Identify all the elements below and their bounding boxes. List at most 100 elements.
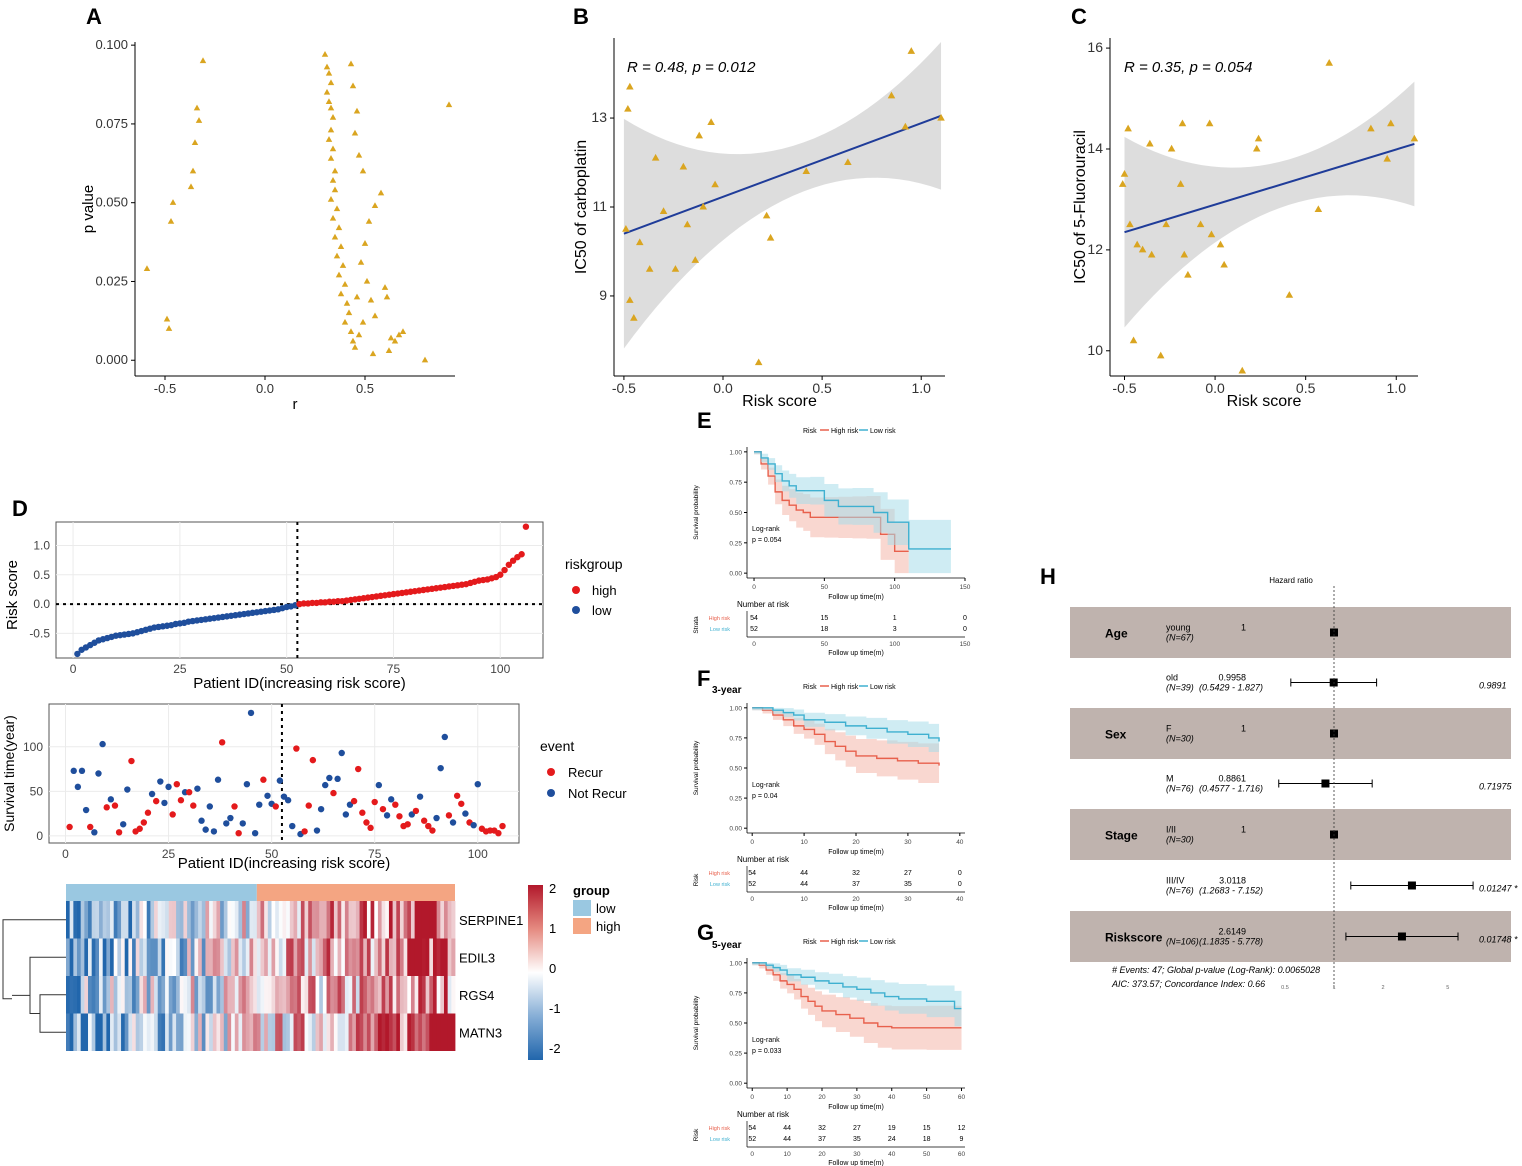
risk-table-count: 12 — [958, 1125, 966, 1132]
heatmap-cell — [165, 1013, 170, 1051]
data-point — [683, 220, 692, 228]
data-point — [907, 47, 916, 54]
heatmap-cell — [201, 1013, 206, 1051]
heatmap-cell — [223, 901, 228, 939]
heatmap-cell — [234, 1013, 239, 1051]
data-point — [143, 265, 151, 272]
heatmap-cell — [293, 1013, 298, 1051]
heatmap-cell — [337, 1013, 342, 1051]
heatmap-cell — [220, 1013, 225, 1051]
heatmap-cell — [344, 938, 349, 976]
heatmap-cell — [110, 938, 115, 976]
risk-table-tick-label: 150 — [960, 641, 971, 648]
heatmap-cell — [172, 1013, 177, 1051]
data-point — [313, 827, 321, 834]
y-tick-label: 0.00 — [729, 826, 742, 833]
y-tick-label: 0.50 — [729, 766, 742, 773]
heatmap-cell — [352, 976, 357, 1014]
data-point — [345, 309, 353, 316]
panel-d-riskscore: 0 25 50 75 100 -0.5 0.0 0.5 1.0 Patient ID(increa… — [4, 521, 623, 692]
heatmap-cell — [315, 976, 320, 1014]
heatmap-cell — [73, 938, 78, 976]
data-point — [293, 745, 300, 752]
data-point — [337, 290, 345, 297]
heatmap-cell — [355, 1013, 360, 1051]
heatmap-cell — [289, 976, 294, 1014]
data-point — [404, 821, 411, 828]
y-tick-label: 0.00 — [729, 1081, 742, 1088]
data-point — [357, 258, 365, 265]
heatmap-cell — [308, 1013, 313, 1051]
heatmap-cell — [300, 1013, 305, 1051]
heatmap-cell — [377, 938, 383, 976]
forest-level: III/IV — [1166, 876, 1185, 886]
forest-tick-label: 0.5 — [1281, 985, 1289, 991]
data-point — [802, 167, 811, 174]
heatmap-cell — [286, 938, 291, 976]
forest-variable: Sex — [1105, 728, 1127, 742]
x-tick-label: 0.0 — [256, 381, 274, 396]
y-tick-label: 0.0 — [33, 597, 50, 611]
heatmap-cell — [128, 976, 133, 1014]
data-point — [152, 797, 160, 805]
heatmap-cell — [132, 1013, 137, 1051]
heatmap-cell — [278, 1013, 283, 1051]
y-tick-label: 0.25 — [729, 540, 742, 547]
heatmap-cell — [443, 901, 449, 939]
x-tick-label: 100 — [889, 584, 900, 591]
data-point — [187, 183, 195, 190]
risk-table-count: 44 — [800, 870, 808, 877]
heatmap-cell — [99, 976, 104, 1014]
data-point — [276, 777, 284, 784]
data-point — [353, 293, 361, 300]
heatmap-cell — [370, 938, 375, 976]
y-axis-title: Risk score — [4, 560, 21, 630]
data-point — [363, 819, 370, 826]
heatmap-cell — [157, 1013, 162, 1051]
heatmap-cell — [168, 938, 173, 976]
heatmap-cell — [220, 901, 225, 939]
data-point — [1238, 366, 1247, 374]
risk-table-count: 15 — [820, 615, 828, 622]
heatmap-cell — [418, 901, 423, 939]
data-point — [355, 151, 363, 158]
legend-swatch-high — [572, 586, 580, 594]
heatmap-cell — [95, 1013, 100, 1051]
data-point — [329, 145, 337, 152]
risk-table-count: 0 — [963, 615, 967, 622]
heatmap-cell — [139, 976, 144, 1014]
data-point — [371, 798, 378, 806]
heatmap-cell — [135, 901, 140, 939]
heatmap-cell — [271, 938, 276, 976]
heatmap-cell — [275, 901, 280, 939]
heatmap-cell — [359, 938, 364, 976]
heatmap-cell — [425, 976, 430, 1014]
heatmap-cell — [223, 976, 228, 1014]
heatmap-cell — [253, 1013, 258, 1051]
data-point — [1126, 220, 1134, 228]
heatmap-cell — [154, 938, 159, 976]
heatmap-cell — [84, 976, 89, 1014]
data-point — [1178, 119, 1187, 127]
heatmap-cell — [80, 938, 85, 976]
heatmap-cell — [275, 976, 280, 1014]
heatmap-cell — [198, 938, 203, 976]
heatmap-cell — [443, 1013, 449, 1051]
data-point — [342, 811, 350, 818]
heatmap-cell — [311, 901, 316, 939]
heatmap-cell — [451, 938, 456, 976]
data-point — [74, 783, 82, 791]
heatmap-cell — [161, 938, 166, 976]
heatmap-cell — [172, 938, 177, 976]
heatmap-cell — [73, 976, 78, 1014]
data-point — [624, 104, 632, 112]
data-point — [111, 802, 119, 809]
data-point — [622, 225, 630, 232]
heatmap-cell — [388, 976, 394, 1014]
data-point — [140, 819, 148, 826]
heatmap-cell — [110, 976, 115, 1014]
data-point — [399, 328, 407, 335]
data-point — [337, 243, 345, 249]
data-point — [173, 780, 181, 788]
risk-table-count: 18 — [923, 1136, 931, 1143]
